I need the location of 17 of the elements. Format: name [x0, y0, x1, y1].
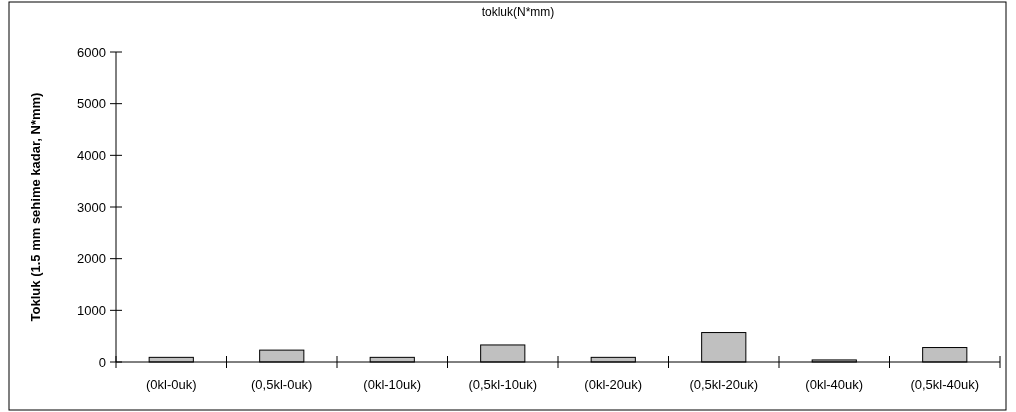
chart-title: tokluk(N*mm) [481, 5, 555, 19]
y-tick-label: 3000 [77, 199, 106, 215]
y-tick-label: 6000 [77, 44, 106, 60]
y-tick-label: 0 [98, 354, 106, 370]
x-tick-label: (0,5kl-40uk) [910, 377, 980, 392]
x-tick-label: (0kl-40uk) [805, 377, 864, 392]
y-tick-label: 5000 [77, 96, 106, 112]
y-tick-label: 2000 [77, 251, 106, 267]
x-tick-label: (0,5kl-10uk) [468, 377, 538, 392]
x-tick-label: (0kl-0uk) [145, 377, 197, 392]
x-tick-label: (0,5kl-20uk) [689, 377, 759, 392]
y-tick-label: 4000 [77, 147, 106, 163]
x-tick-label: (0,5kl-0uk) [251, 377, 313, 392]
x-tick-label: (0kl-20uk) [584, 377, 643, 392]
x-tick-label: (0kl-10uk) [363, 377, 422, 392]
y-axis-title: Tokluk (1.5 mm sehime kadar, N*mm) [28, 92, 43, 322]
y-tick-label: 1000 [77, 302, 106, 318]
